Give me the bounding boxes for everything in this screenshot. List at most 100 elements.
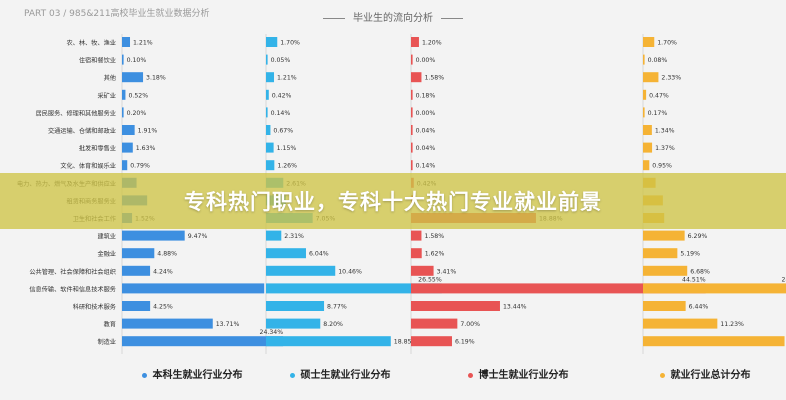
bar-s1-1 [122, 54, 124, 65]
banner-text: 专科热门职业，专科十大热门专业就业前景 [184, 190, 602, 214]
value-label-s2-7: 1.26% [277, 163, 297, 170]
value-label-s3-16: 7.00% [460, 321, 480, 328]
section-title-text: 毕业生的流向分析 [353, 13, 433, 24]
value-label-s2-5: 0.67% [273, 128, 293, 135]
value-label-s4-16: 11.23% [720, 321, 744, 328]
value-label-s3-14: 44.51% [682, 276, 706, 283]
bar-s2-17 [266, 336, 391, 347]
bar-s1-4 [122, 107, 124, 118]
bar-s4-5 [643, 125, 652, 135]
bar-s4-13 [643, 265, 688, 276]
category-label-1: 住宿和餐饮业 [79, 57, 116, 65]
bar-s2-4 [266, 107, 268, 118]
bar-s2-0 [266, 37, 278, 47]
category-label-3: 采矿业 [97, 92, 116, 100]
category-label-4: 居民服务、修理和其他服务业 [36, 109, 116, 117]
value-label-s3-17: 6.19% [455, 339, 475, 346]
value-label-s3-13: 3.41% [437, 268, 457, 275]
bar-s4-14 [643, 283, 786, 294]
category-label-15: 科研和技术服务 [73, 303, 116, 311]
value-label-s1-2: 3.18% [146, 75, 166, 82]
category-label-5: 交通运输、仓储和邮政业 [48, 127, 116, 135]
bar-s4-16 [643, 318, 718, 329]
bar-s4-7 [643, 160, 650, 171]
panel-title-3: 博士生就业行业分布 [438, 366, 598, 381]
value-label-s1-4: 0.20% [127, 110, 147, 117]
value-label-s2-1: 0.05% [271, 57, 291, 64]
value-label-s4-4: 0.17% [648, 110, 668, 117]
bar-s2-6 [266, 142, 274, 153]
bar-s1-5 [122, 125, 135, 135]
value-label-s4-6: 1.37% [655, 145, 675, 152]
value-label-s3-4: 0.00% [416, 110, 436, 117]
value-label-s2-12: 6.04% [309, 251, 329, 258]
category-label-12: 金融业 [97, 250, 116, 258]
bar-s3-14 [411, 283, 706, 294]
bar-s1-14 [122, 283, 265, 294]
value-label-s3-6: 0.04% [416, 145, 436, 152]
legend-dot-1 [141, 372, 147, 378]
bar-s1-0 [122, 37, 131, 47]
bar-s4-15 [643, 301, 686, 311]
value-label-s2-17: 18.85% [394, 339, 418, 346]
bar-s3-0 [411, 37, 419, 47]
bar-s4-0 [643, 37, 655, 47]
value-label-s2-11: 2.31% [284, 233, 304, 240]
bar-s3-13 [411, 265, 434, 276]
legend-dot-2 [289, 372, 295, 378]
value-label-s1-13: 4.24% [153, 268, 173, 275]
value-label-s1-1: 0.10% [127, 57, 147, 64]
value-label-s1-11: 9.47% [188, 233, 208, 240]
bar-s2-13 [266, 265, 336, 276]
category-label-14: 信息传输、软件和信息技术服务 [29, 285, 116, 293]
bar-s3-1 [411, 54, 413, 65]
value-label-s1-16: 13.71% [216, 321, 240, 328]
bar-s1-6 [122, 142, 133, 153]
value-label-s2-3: 0.42% [272, 92, 292, 99]
bar-s1-15 [122, 301, 151, 311]
bar-s1-3 [122, 89, 126, 100]
bar-s2-7 [266, 160, 275, 171]
panel-title-4: 就业行业总计分布 [625, 366, 785, 381]
value-label-s4-12: 5.19% [680, 251, 700, 258]
value-label-s4-14: 24.49% [782, 276, 786, 283]
bar-s2-11 [266, 230, 282, 241]
value-label-s4-0: 1.70% [657, 40, 677, 47]
bar-s2-1 [266, 54, 268, 65]
value-label-s1-12: 4.88% [157, 251, 177, 258]
section-title: 毕业生的流向分析 [0, 9, 786, 24]
value-label-s4-5: 1.34% [655, 128, 675, 135]
legend-dot-3 [467, 372, 473, 378]
value-label-s1-15: 4.25% [153, 304, 173, 311]
value-label-s3-2: 1.58% [424, 75, 444, 82]
bar-s4-2 [643, 72, 659, 83]
bar-s1-17 [122, 336, 284, 347]
panel-title-2: 硕士生就业行业分布 [260, 366, 420, 381]
bar-s1-12 [122, 248, 155, 259]
bar-s3-6 [411, 142, 413, 153]
bar-s4-4 [643, 107, 645, 118]
value-label-s1-3: 0.52% [128, 92, 148, 99]
category-label-0: 农、林、牧、渔业 [67, 39, 117, 47]
value-label-s3-7: 0.14% [416, 163, 436, 170]
category-label-16: 教育 [104, 321, 116, 329]
value-label-s1-17: 24.34% [260, 329, 284, 336]
bar-s2-14 [266, 283, 442, 294]
bar-s4-12 [643, 248, 678, 259]
value-label-s2-13: 10.46% [338, 268, 362, 275]
bar-s4-11 [643, 230, 685, 241]
value-label-s4-2: 2.33% [661, 75, 681, 82]
category-label-17: 制造业 [97, 338, 116, 346]
value-label-s3-11: 1.58% [424, 233, 444, 240]
value-label-s4-13: 6.68% [690, 268, 710, 275]
bar-s3-11 [411, 230, 422, 241]
value-label-s2-14: 26.55% [418, 276, 442, 283]
value-label-s2-6: 1.15% [277, 145, 297, 152]
value-label-s4-7: 0.95% [652, 163, 672, 170]
bar-s3-12 [411, 248, 422, 259]
value-label-s3-12: 1.62% [425, 251, 445, 258]
bar-s4-17 [643, 336, 785, 347]
bar-s2-16 [266, 318, 321, 329]
title-banner: 专科热门职业，专科十大热门专业就业前景 [0, 173, 786, 229]
value-label-s1-7: 0.79% [130, 163, 150, 170]
